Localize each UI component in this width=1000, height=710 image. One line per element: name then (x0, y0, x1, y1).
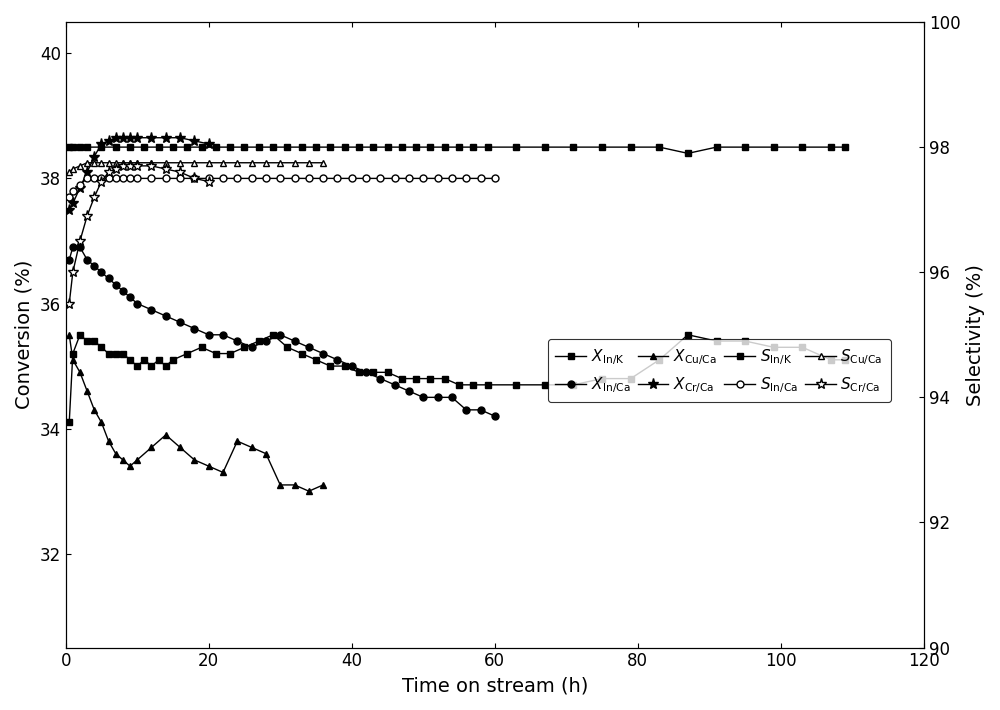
Y-axis label: Conversion (%): Conversion (%) (15, 260, 34, 410)
Legend: $X_{\mathrm{In/K}}$, $X_{\mathrm{In/Ca}}$, $X_{\mathrm{Cu/Ca}}$, $X_{\mathrm{Cr/: $X_{\mathrm{In/K}}$, $X_{\mathrm{In/Ca}}… (548, 339, 891, 403)
X-axis label: Time on stream (h): Time on stream (h) (402, 676, 588, 695)
Y-axis label: Selectivity (%): Selectivity (%) (966, 264, 985, 405)
